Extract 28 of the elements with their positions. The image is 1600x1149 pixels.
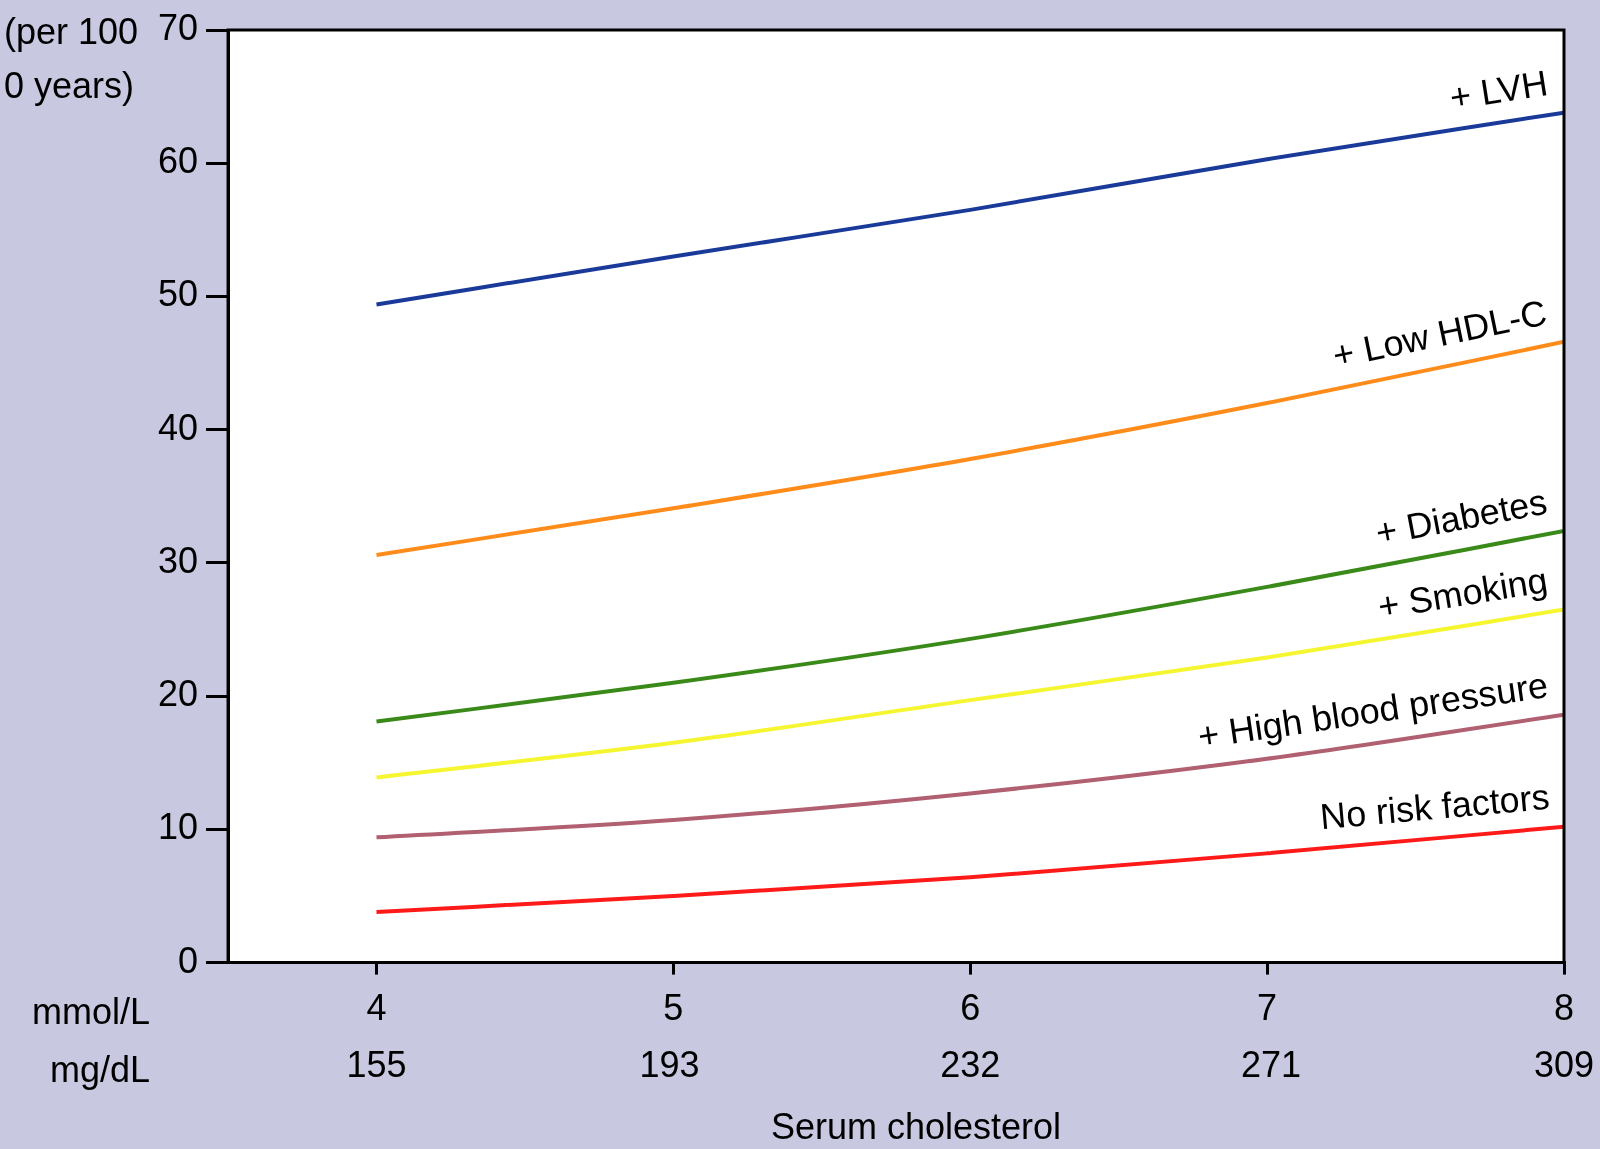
x2-tick-label: 155 — [346, 1044, 407, 1086]
text: + Smoking — [1374, 559, 1551, 627]
y-axis-title: (per 100 0 years) — [4, 10, 139, 106]
y-tick-label: 30 — [158, 539, 199, 581]
text: + Diabetes — [1372, 480, 1551, 554]
y-tick-label: 70 — [158, 6, 199, 48]
x2-tick-label: 193 — [639, 1044, 700, 1086]
y-tick-label: 60 — [158, 140, 199, 182]
text: No risk factors — [1318, 775, 1552, 838]
x-tick-label: 4 — [366, 987, 387, 1029]
x-tick-label: 7 — [1257, 987, 1278, 1029]
y-tick-label: 0 — [178, 939, 199, 981]
x2-tick-label: 271 — [1240, 1044, 1302, 1086]
y-tick-label: 20 — [158, 673, 199, 715]
x2-tick-label: 309 — [1533, 1044, 1595, 1086]
x2-tick-label: 232 — [940, 1044, 1001, 1086]
text: + High blood pressure — [1195, 664, 1551, 757]
y-tick-label: 40 — [158, 406, 199, 448]
text: + Low HDL-C — [1329, 291, 1550, 376]
y-tick-label: 10 — [158, 806, 199, 848]
x-tick-label: 8 — [1553, 987, 1575, 1029]
x-axis-title: Serum cholesterol — [770, 1105, 1062, 1147]
x-tick-label: 5 — [663, 987, 684, 1029]
x-tick-label: 6 — [960, 987, 981, 1029]
text: mg/dL — [49, 1048, 150, 1090]
y-tick-label: 50 — [158, 273, 199, 315]
text: mmol/L — [31, 990, 150, 1032]
text: + LVH — [1446, 62, 1551, 118]
